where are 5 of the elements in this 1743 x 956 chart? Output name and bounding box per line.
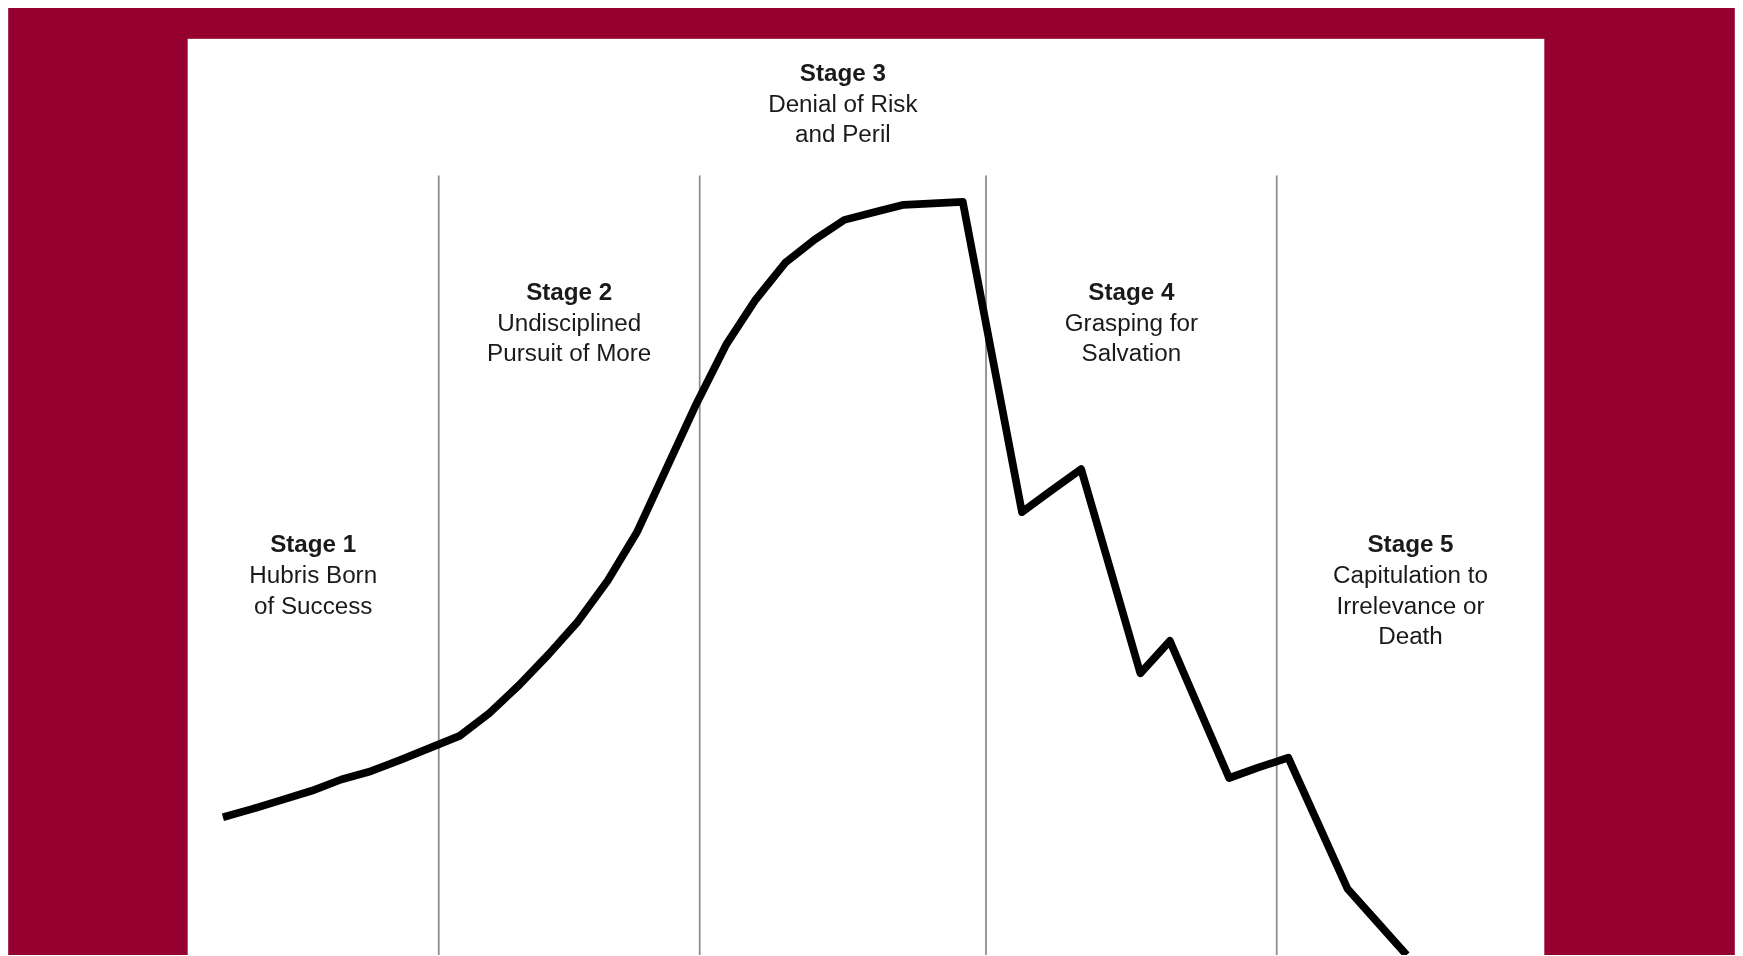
annotation: Stage 2 Undisciplined Pursuit of More xyxy=(487,277,652,367)
text: Stage 3 Denial of Risk and Peril xyxy=(768,58,919,148)
annotation: Stage 5 Capitulation to Irrelevance or Death xyxy=(1333,529,1488,650)
annotation: Stage 1 Hubris Born of Success xyxy=(249,529,378,619)
annotation: Stage 4 Grasping for Salvation xyxy=(1064,277,1199,367)
